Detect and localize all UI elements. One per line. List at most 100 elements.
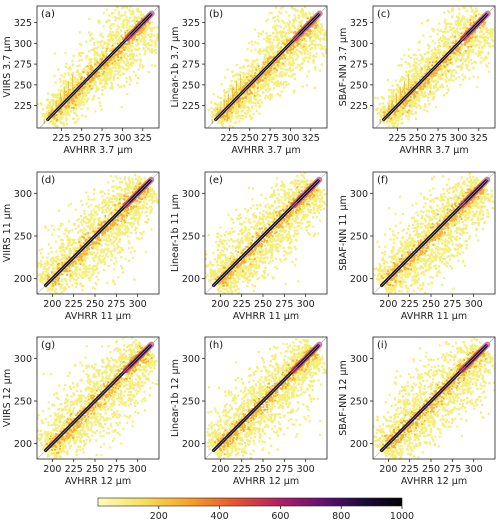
density-point <box>114 70 117 73</box>
density-point <box>233 89 236 92</box>
density-point <box>75 70 78 73</box>
density-point <box>89 39 92 42</box>
density-point <box>266 58 269 60</box>
density-point <box>123 61 126 64</box>
x-tick-label: 225 <box>52 133 70 144</box>
density-point <box>156 37 159 40</box>
density-point <box>450 71 453 74</box>
density-point <box>312 55 315 58</box>
density-point <box>414 53 417 56</box>
density-point <box>253 28 257 31</box>
density-point <box>391 84 394 87</box>
density-point <box>130 57 133 60</box>
density-point <box>76 78 79 81</box>
density-point <box>311 30 314 34</box>
density-point <box>251 74 254 77</box>
density-point <box>215 112 217 115</box>
density-point <box>264 63 267 66</box>
density-point <box>220 110 223 113</box>
density-point <box>255 65 258 68</box>
density-point <box>462 52 465 56</box>
density-point <box>47 112 49 115</box>
density-point <box>95 74 98 77</box>
density-point <box>487 62 491 65</box>
density-point <box>268 79 271 82</box>
density-point <box>264 94 268 98</box>
density-point <box>301 45 304 48</box>
density-point <box>116 6 120 9</box>
density-point <box>390 120 393 123</box>
density-point <box>417 63 420 66</box>
density-point <box>94 75 97 78</box>
density-point <box>117 17 120 20</box>
density-point <box>75 120 78 123</box>
density-point <box>138 30 141 33</box>
density-point <box>374 96 377 99</box>
density-point <box>144 35 147 38</box>
density-point <box>309 13 312 16</box>
density-point <box>223 100 225 102</box>
density-point <box>234 110 237 113</box>
density-point <box>60 96 63 99</box>
density-point <box>235 82 238 85</box>
x-axis-label: AVHRR 3.7 µm <box>63 145 132 156</box>
density-point <box>290 7 293 10</box>
density-point <box>300 44 303 47</box>
density-point <box>224 76 227 79</box>
density-point <box>430 53 433 56</box>
x-tick-label: 275 <box>93 133 111 144</box>
one-to-one-line <box>207 6 327 128</box>
density-point <box>248 64 251 67</box>
density-point <box>74 98 77 102</box>
density-point <box>269 87 272 91</box>
density-point <box>267 84 270 88</box>
density-point <box>135 44 138 47</box>
density-point <box>125 43 128 45</box>
density-point <box>73 102 77 105</box>
density-point <box>101 53 104 56</box>
density-point <box>239 99 241 102</box>
density-point <box>72 97 75 100</box>
density-point <box>128 63 131 66</box>
density-point <box>124 18 127 21</box>
density-point <box>117 53 120 56</box>
density-point <box>63 105 66 107</box>
density-point <box>277 80 280 83</box>
density-point <box>265 71 268 74</box>
density-point <box>70 81 73 84</box>
density-point <box>265 37 268 40</box>
density-point <box>285 80 288 84</box>
density-point <box>89 83 92 86</box>
density-point <box>229 88 232 91</box>
density-point <box>141 31 143 33</box>
density-point <box>268 71 271 74</box>
density-point <box>235 93 238 96</box>
density-point <box>235 63 239 67</box>
density-point <box>464 27 467 30</box>
density-point <box>144 40 147 43</box>
density-point <box>217 103 220 106</box>
density-point <box>74 112 77 115</box>
density-point <box>71 106 73 109</box>
density-point <box>253 88 256 91</box>
density-point <box>69 66 72 69</box>
density-point <box>261 68 263 71</box>
density-point <box>417 95 420 98</box>
density-point <box>421 55 424 58</box>
density-point <box>119 29 122 32</box>
density-point <box>286 58 290 61</box>
density-point <box>312 23 314 26</box>
density-point <box>290 47 293 50</box>
density-point <box>212 113 215 116</box>
density-point <box>285 42 288 45</box>
density-point <box>101 72 104 75</box>
density-point <box>246 90 249 92</box>
density-point <box>269 64 272 67</box>
density-point <box>299 3 301 5</box>
density-point <box>314 47 317 50</box>
density-point <box>128 83 131 86</box>
density-point <box>297 17 300 20</box>
density-point <box>85 91 88 94</box>
density-point <box>148 50 152 53</box>
density-point <box>261 75 264 77</box>
